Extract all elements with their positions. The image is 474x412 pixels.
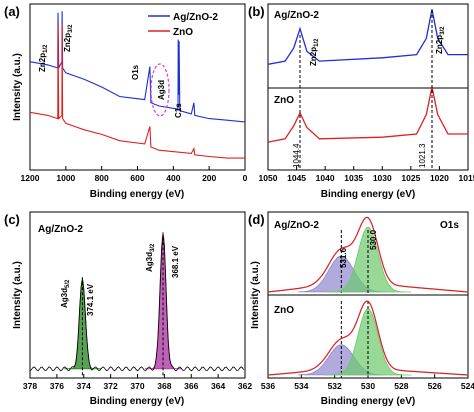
b-ag-label: Ag/ZnO-2 <box>274 10 319 21</box>
a-zn32-label: Zn2p3/2 <box>63 24 74 52</box>
panel-c-x-ticks: 378 376 374 372 370 368 366 364 362 <box>23 374 252 391</box>
d-title-o1s: O1s <box>440 220 459 231</box>
d-0-envelope <box>267 216 469 293</box>
a-tick-label-2: 800 <box>95 173 109 183</box>
panel-c-ylabel: Intensity (a.u.) <box>12 261 23 329</box>
panel-a-series <box>29 11 245 159</box>
panel-b: (b) 1050 1045 1040 1035 1030 1025 1020 1015 Bin… <box>248 3 474 200</box>
a-c1s-label: C1s <box>174 103 183 118</box>
d-tick-label-5: 526 <box>428 381 442 391</box>
d-tick-label-4: 528 <box>394 381 408 391</box>
d-tick-label-3: 530 <box>361 381 375 391</box>
c-tick-label-5: 368 <box>157 381 171 391</box>
c-tick-label-1: 376 <box>50 381 64 391</box>
d-tick-label-1: 534 <box>294 381 308 391</box>
c-tick-label-8: 362 <box>238 381 252 391</box>
b-value-2: 1021.3 <box>418 143 427 168</box>
a-tick-label-4: 400 <box>166 173 180 183</box>
a-ag3d-highlight <box>150 63 170 117</box>
c-tick-label-3: 372 <box>104 381 118 391</box>
a-series-zno <box>29 23 245 159</box>
b-tick-label-3: 1035 <box>344 173 363 183</box>
c-sample-label: Ag/ZnO-2 <box>38 224 83 235</box>
d-1-envelope <box>267 300 469 376</box>
panel-c: (c) 378 376 374 372 370 368 366 364 362 Binding … <box>4 211 252 407</box>
a-series-ag-zno-2 <box>29 11 245 123</box>
panel-d-label: (d) <box>248 212 265 227</box>
a-tick-label-3: 600 <box>130 173 144 183</box>
panel-a-xlabel: Binding energy (eV) <box>90 189 184 200</box>
d-tick-label-6: 524 <box>461 381 474 391</box>
a-tick-label-6: 0 <box>243 173 248 183</box>
panel-b-series <box>267 9 468 143</box>
c-tick-label-7: 364 <box>211 381 225 391</box>
d-tick-label-2: 532 <box>328 381 342 391</box>
a-zn12-label: Zn2p1/2 <box>38 44 49 72</box>
d-0-component-2 <box>324 226 412 293</box>
a-ag3d-label: Ag3d <box>157 80 166 100</box>
b-tick-label-7: 1015 <box>459 173 474 183</box>
c-peak2-label: Ag3d3/2 <box>145 243 156 272</box>
c-tick-label-2: 374 <box>77 381 91 391</box>
panel-b-x-ticks: 1050 1045 1040 1035 1030 1025 1020 1015 <box>259 166 474 183</box>
a-tick-label-1: 1000 <box>56 173 75 183</box>
panel-a-ylabel: Intensity (a.u.) <box>12 53 23 121</box>
d-ag-label: Ag/ZnO-2 <box>274 220 319 231</box>
d-value-2: 530.0 <box>369 229 378 250</box>
b-tick-label-1: 1045 <box>287 173 306 183</box>
d-tick-label-0: 536 <box>261 381 275 391</box>
a-tick-label-0: 1200 <box>21 173 40 183</box>
c-peak2-value: 368.1 eV <box>171 245 180 278</box>
panel-d-x-ticks: 536 534 532 530 528 526 524 <box>261 374 474 391</box>
b-value-1: 1044.4 <box>292 143 301 168</box>
panel-d: (d) 536 534 532 530 528 526 524 Binding energy… <box>248 211 474 407</box>
panel-b-frame <box>267 3 469 171</box>
legend-ag: Ag/ZnO-2 <box>173 12 218 23</box>
panel-a-legend: Ag/ZnO-2 ZnO <box>148 12 218 38</box>
b-tick-label-0: 1050 <box>259 173 278 183</box>
b-tick-label-5: 1025 <box>401 173 420 183</box>
c-tick-label-0: 378 <box>23 381 37 391</box>
b-series-ag-zno-2 <box>267 9 468 65</box>
d-zno-label: ZnO <box>274 305 294 316</box>
b-tick-label-6: 1020 <box>430 173 449 183</box>
panel-c-peaks <box>29 232 245 377</box>
panel-b-label: (b) <box>248 4 265 19</box>
b-tick-label-4: 1030 <box>373 173 392 183</box>
c-peak1-value: 374.1 eV <box>86 283 95 316</box>
b-zn12-label: Zn2p1/2 <box>309 38 320 66</box>
panel-c-label: (c) <box>4 212 20 227</box>
panel-a-label: (a) <box>4 4 20 19</box>
panel-c-xlabel: Binding energy (eV) <box>90 396 184 407</box>
panel-d-xlabel: Binding energy (eV) <box>321 396 415 407</box>
a-o1s-label: O1s <box>131 64 140 80</box>
panel-a-x-ticks: 1200 1000 800 600 400 200 0 <box>21 166 248 183</box>
b-zn32-label: Zn2p3/2 <box>435 26 446 54</box>
panel-a: (a) 1200 1000 800 600 400 200 0 Binding energy… <box>4 3 248 200</box>
panel-d-ylabel: Intensity (a.u.) <box>250 261 261 329</box>
c-raw-spectrum <box>29 233 245 372</box>
b-series-zno <box>267 86 468 143</box>
legend-zno: ZnO <box>173 27 193 38</box>
c-tick-label-6: 366 <box>184 381 198 391</box>
d-value-1: 531.6 <box>339 247 348 268</box>
a-tick-label-5: 200 <box>202 173 216 183</box>
c-tick-label-4: 370 <box>130 381 144 391</box>
panel-d-fits <box>267 216 469 378</box>
b-tick-label-2: 1040 <box>316 173 335 183</box>
c-peak1-label: Ag3d5/2 <box>60 279 71 308</box>
panel-b-xlabel: Binding energy (eV) <box>321 189 415 200</box>
b-zno-label: ZnO <box>274 95 294 106</box>
